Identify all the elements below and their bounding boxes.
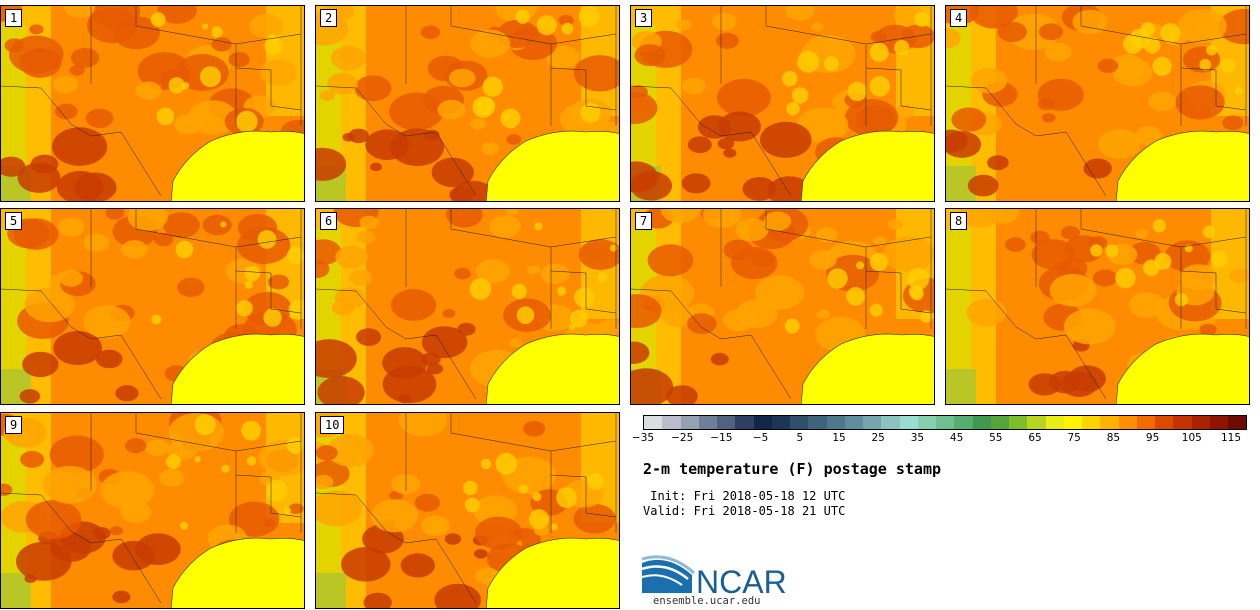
colorbar-tick-label: −15 [710, 432, 733, 444]
colorbar-tick-label: 5 [796, 432, 804, 444]
ensemble-member-panel: 9 [0, 412, 305, 609]
colorbar-segment [990, 416, 1009, 429]
colorbar-segment [717, 416, 736, 429]
member-number: 7 [635, 212, 653, 230]
colorbar-segment [771, 416, 790, 429]
colorbar-tick-label: −35 [631, 432, 655, 444]
colorbar-segment [954, 416, 973, 429]
colorbar-segment [1027, 416, 1046, 429]
member-number: 9 [5, 416, 23, 434]
colorbar-tick-label: 105 [1181, 432, 1202, 444]
colorbar-tick-label: 65 [1028, 432, 1042, 444]
colorbar-tick-label: 95 [1145, 432, 1160, 444]
colorbar-segment [808, 416, 827, 429]
logo-url: ensemble.ucar.edu [653, 595, 761, 607]
member-number: 4 [950, 9, 968, 27]
colorbar-segment [1209, 416, 1228, 429]
colorbar-segment [1118, 416, 1137, 429]
colorbar-segment [1063, 416, 1082, 429]
colorbar-scale [643, 415, 1247, 430]
colorbar: −35 −25 −15 −5 5 15 25 35 45 55 65 75 85 95 105 115 [632, 415, 1247, 448]
chart-title: 2-m temperature (F) postage stamp [643, 460, 942, 478]
valid-time: Valid: Fri 2018-05-18 21 UTC [643, 504, 846, 518]
logo-text: NCAR [696, 564, 787, 597]
ensemble-member-panel: 8 [945, 208, 1250, 405]
colorbar-segment [662, 416, 681, 429]
colorbar-segment [1136, 416, 1155, 429]
ensemble-member-panel: 10 [315, 412, 620, 609]
ncar-logo: NCAR [642, 555, 787, 597]
colorbar-segment [1155, 416, 1174, 429]
ensemble-member-panel: 1 [0, 5, 305, 202]
ensemble-member-panel: 4 [945, 5, 1250, 202]
member-number: 1 [5, 9, 23, 27]
colorbar-segment [1009, 416, 1028, 429]
colorbar-segment [698, 416, 717, 429]
colorbar-tick-label: 35 [910, 432, 925, 444]
member-number: 3 [635, 9, 653, 27]
colorbar-tick-label: −5 [752, 432, 769, 444]
ensemble-member-panel: 3 [630, 5, 935, 202]
colorbar-segment [1191, 416, 1210, 429]
ensemble-member-panel: 6 [315, 208, 620, 405]
colorbar-segment [899, 416, 918, 429]
colorbar-segment [680, 416, 699, 429]
colorbar-tick-label: 85 [1106, 432, 1121, 444]
colorbar-segment [917, 416, 936, 429]
colorbar-segment [1100, 416, 1119, 429]
colorbar-tick-label: 15 [832, 432, 846, 444]
ensemble-member-panel: 7 [630, 208, 935, 405]
colorbar-tick-label: 25 [871, 432, 885, 444]
member-number: 2 [320, 9, 338, 27]
colorbar-segment [936, 416, 955, 429]
colorbar-segment [1173, 416, 1192, 429]
colorbar-segment [1082, 416, 1101, 429]
time-info: Init: Fri 2018-05-18 12 UTC Valid: Fri 2… [643, 489, 845, 519]
colorbar-segment [735, 416, 754, 429]
colorbar-segment [644, 416, 663, 429]
colorbar-segment [826, 416, 845, 429]
colorbar-segment [844, 416, 863, 429]
member-number: 8 [950, 212, 968, 230]
colorbar-tick-label: 115 [1220, 432, 1242, 444]
colorbar-ticks: −35 −25 −15 −5 5 15 25 35 45 55 65 75 85 95 105 115 [632, 432, 1247, 448]
ensemble-member-panel: 5 [0, 208, 305, 405]
member-number: 5 [5, 212, 23, 230]
colorbar-segment [1045, 416, 1064, 429]
colorbar-segment [753, 416, 772, 429]
colorbar-segment [972, 416, 991, 429]
colorbar-segment [1228, 416, 1247, 429]
colorbar-segment [881, 416, 900, 429]
colorbar-tick-label: 45 [949, 432, 964, 444]
member-number: 10 [320, 416, 345, 434]
colorbar-segment [863, 416, 882, 429]
colorbar-tick-label: 55 [989, 432, 1003, 444]
init-time: Init: Fri 2018-05-18 12 UTC [643, 489, 846, 503]
ensemble-member-panel: 2 [315, 5, 620, 202]
colorbar-segment [790, 416, 809, 429]
member-number: 6 [320, 212, 338, 230]
colorbar-tick-label: 75 [1067, 432, 1081, 444]
colorbar-tick-label: −25 [671, 432, 694, 444]
